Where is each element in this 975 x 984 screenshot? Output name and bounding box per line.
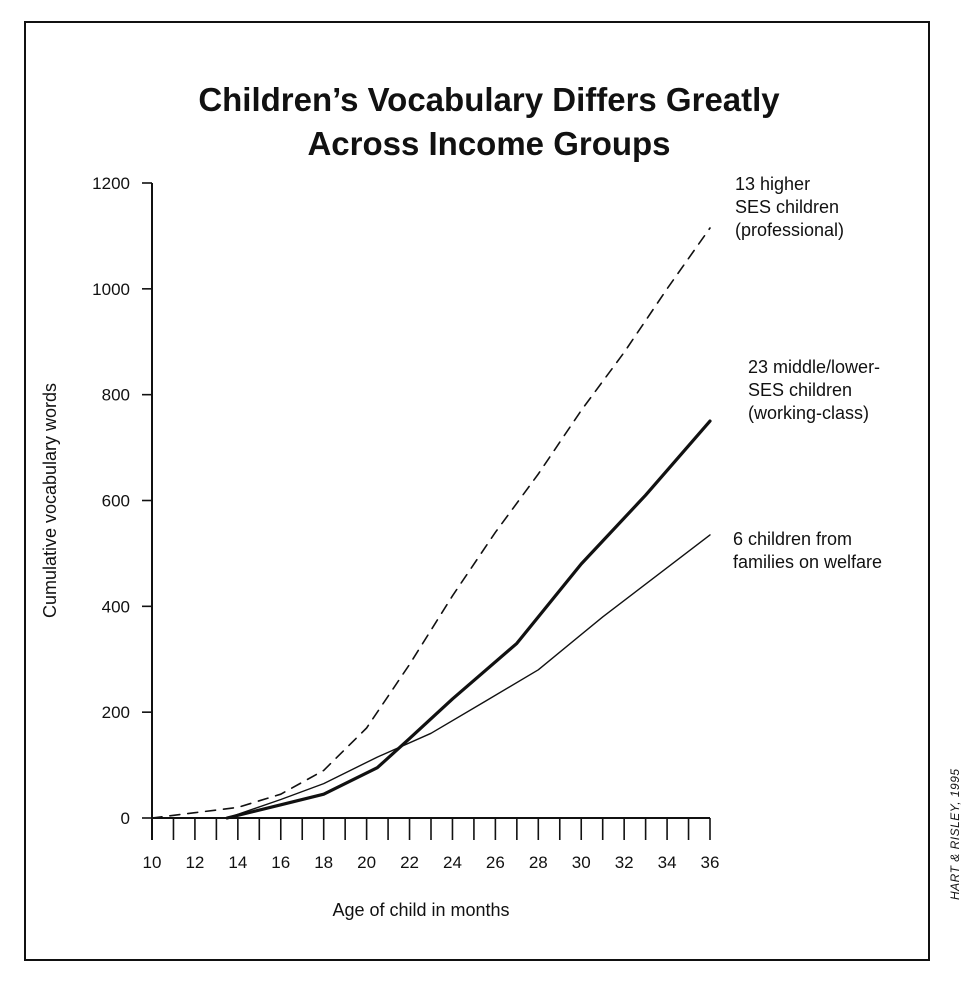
series-label-welfare: 6 children from families on welfare xyxy=(733,529,882,572)
x-tick-label: 14 xyxy=(228,853,247,872)
x-tick-label: 30 xyxy=(572,853,591,872)
x-tick-label: 24 xyxy=(443,853,462,872)
y-tick-label: 1200 xyxy=(92,174,130,193)
series-line-working-class xyxy=(225,419,712,820)
series-line-higher-ses xyxy=(151,227,711,819)
x-tick-label: 12 xyxy=(185,853,204,872)
series-line-welfare xyxy=(226,534,711,819)
series-label-line: families on welfare xyxy=(733,552,882,572)
x-axis-label: Age of child in months xyxy=(332,900,509,920)
chart-title: Children’s Vocabulary Differs Greatly Ac… xyxy=(24,78,954,166)
y-tick-label: 800 xyxy=(102,386,130,405)
y-tick-label: 1000 xyxy=(92,280,130,299)
y-axis-ticks: 0 200 400 600 800 1000 1200 xyxy=(92,174,152,828)
series-lines xyxy=(151,227,712,820)
y-tick-label: 400 xyxy=(102,597,130,616)
series-label-line: 13 higher xyxy=(735,174,810,194)
series-label-line: 23 middle/lower- xyxy=(748,357,880,377)
chart-title-line-1: Children’s Vocabulary Differs Greatly xyxy=(198,81,780,118)
y-axis-label: Cumulative vocabulary words xyxy=(40,383,60,618)
x-tick-label: 34 xyxy=(658,853,677,872)
chart-frame xyxy=(24,21,930,961)
axes xyxy=(151,183,710,840)
x-tick-label: 36 xyxy=(701,853,720,872)
x-tick-label: 32 xyxy=(615,853,634,872)
series-label-line: (professional) xyxy=(735,220,844,240)
x-tick-label: 28 xyxy=(529,853,548,872)
series-label-line: (working-class) xyxy=(748,403,869,423)
series-label-higher-ses: 13 higher SES children (professional) xyxy=(735,174,844,240)
x-axis-ticks: 10 12 14 16 18 20 22 24 26 28 30 32 34 36 xyxy=(143,818,720,872)
x-tick-label: 10 xyxy=(143,853,162,872)
y-tick-label: 200 xyxy=(102,703,130,722)
x-tick-label: 26 xyxy=(486,853,505,872)
series-label-line: SES children xyxy=(748,380,852,400)
series-label-line: SES children xyxy=(735,197,839,217)
x-tick-label: 16 xyxy=(271,853,290,872)
y-tick-label: 600 xyxy=(102,492,130,511)
series-label-line: 6 children from xyxy=(733,529,852,549)
chart-title-line-2: Across Income Groups xyxy=(307,125,671,162)
series-label-working-class: 23 middle/lower- SES children (working-cla… xyxy=(748,357,880,423)
series-annotations: 13 higher SES children (professional) 23 mi… xyxy=(733,174,882,572)
x-tick-label: 20 xyxy=(357,853,376,872)
y-tick-label: 0 xyxy=(121,809,130,828)
x-tick-label: 22 xyxy=(400,853,419,872)
x-tick-label: 18 xyxy=(314,853,333,872)
credit-text: HART & RISLEY, 1995 xyxy=(948,768,962,900)
